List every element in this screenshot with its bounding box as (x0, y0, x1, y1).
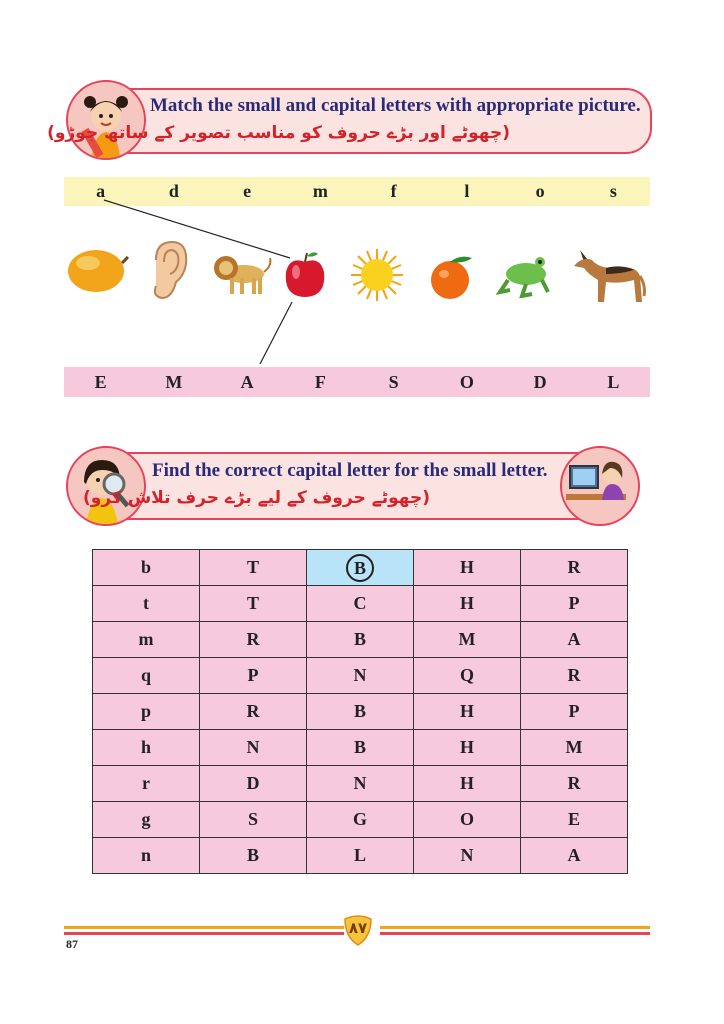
matching-lines (103, 199, 293, 365)
capital-letter-cell[interactable]: T (199, 585, 307, 622)
capital-letter[interactable]: M (165, 371, 183, 392)
capital-letter-cell[interactable]: A (520, 837, 628, 874)
small-letter[interactable]: e (243, 181, 252, 201)
capital-letter-cell[interactable]: H (413, 585, 521, 622)
mango-picture[interactable] (64, 245, 132, 295)
capital-letter-cell[interactable]: B (306, 621, 414, 658)
small-letter-cell[interactable]: t (92, 585, 200, 622)
small-letter-cell[interactable]: p (92, 693, 200, 730)
capital-letter[interactable]: D (533, 371, 547, 392)
ear-picture[interactable] (148, 240, 190, 302)
capital-letter-cell[interactable]: L (306, 837, 414, 874)
capital-letter-cell[interactable]: P (520, 693, 628, 730)
capital-letter-cell[interactable]: B (306, 693, 414, 730)
capital-letter-cell[interactable]: Q (413, 657, 521, 694)
capital-letter-cell[interactable]: R (199, 693, 307, 730)
small-letter-cell[interactable]: b (92, 549, 200, 586)
activity1-title: Match the small and capital letters with… (150, 95, 641, 116)
activity2-title: Find the correct capital letter for the … (152, 460, 548, 481)
capital-letter-cell[interactable]: T (199, 549, 307, 586)
capital-letter-cell[interactable]: B (199, 837, 307, 874)
capital-letters-strip: E M A F S O D L (64, 367, 650, 397)
capital-letter-cell[interactable]: G (306, 801, 414, 838)
dog-picture[interactable] (570, 246, 646, 304)
capital-letter-cell[interactable]: M (413, 621, 521, 658)
capital-letter-cell[interactable]: H (413, 729, 521, 766)
girl-computer-avatar (560, 446, 640, 526)
capital-letter-cell[interactable]: R (520, 657, 628, 694)
capital-letter-cell[interactable]: M (520, 729, 628, 766)
footer-line-right-2 (380, 932, 650, 935)
small-letter-cell[interactable]: r (92, 765, 200, 802)
capital-letter-cell[interactable]: P (199, 657, 307, 694)
footer-line-right (380, 926, 650, 929)
capital-letter[interactable]: E (94, 371, 107, 392)
apple-picture[interactable] (280, 250, 330, 300)
capital-letter-cell[interactable]: N (306, 657, 414, 694)
small-letter[interactable]: d (168, 181, 179, 201)
small-letters-strip: a d e m f l o s (64, 177, 650, 206)
capital-letter-cell[interactable]: C (306, 585, 414, 622)
capital-letter-cell[interactable]: H (413, 693, 521, 730)
footer-line-left-2 (64, 932, 344, 935)
capital-letter-cell[interactable]: R (520, 549, 628, 586)
small-letter[interactable]: f (390, 181, 397, 201)
small-letter[interactable]: s (609, 181, 617, 201)
capital-letter-cell[interactable]: E (520, 801, 628, 838)
capital-letter-cell[interactable]: R (520, 765, 628, 802)
page-badge-icon (344, 915, 372, 946)
small-letter[interactable]: l (464, 181, 470, 201)
capital-letter-cell[interactable]: B (306, 729, 414, 766)
small-letter-cell[interactable]: m (92, 621, 200, 658)
capital-letter-cell[interactable]: D (199, 765, 307, 802)
capital-letter[interactable]: S (388, 371, 399, 392)
activity1-urdu-title: (چھوٹے اور بڑے حروف کو مناسب تصویر کے سا… (47, 123, 510, 143)
circled-letter: B (346, 553, 374, 582)
urdu-page-number: ۸۷ (348, 919, 368, 937)
small-letter[interactable]: o (535, 181, 545, 201)
capital-letter-cell[interactable]: O (413, 801, 521, 838)
small-letter-cell[interactable]: h (92, 729, 200, 766)
page-number: 87 (66, 937, 78, 951)
small-letter-cell[interactable]: g (92, 801, 200, 838)
frog-picture[interactable] (496, 250, 556, 298)
capital-letter[interactable]: F (314, 371, 326, 392)
capital-letter[interactable]: L (607, 371, 620, 392)
capital-letter-cell[interactable]: H (413, 765, 521, 802)
small-letter-cell[interactable]: n (92, 837, 200, 874)
orange-picture[interactable] (424, 252, 480, 302)
activity1-banner (78, 88, 652, 154)
capital-letter-cell[interactable]: A (520, 621, 628, 658)
capital-letter-cell[interactable]: S (199, 801, 307, 838)
capital-letter[interactable]: O (459, 371, 474, 392)
lion-picture[interactable] (208, 250, 272, 298)
capital-letter-cell[interactable]: P (520, 585, 628, 622)
capital-letter[interactable]: A (240, 371, 254, 392)
small-letter-cell[interactable]: q (92, 657, 200, 694)
capital-letter-cell[interactable]: N (413, 837, 521, 874)
activity2-urdu-title: (چھوٹے حروف کے لیے بڑے حرف تلاش کرو) (83, 488, 430, 508)
capital-letter-cell[interactable]: N (306, 765, 414, 802)
girl-pencil-avatar (66, 80, 146, 160)
footer-line-left (64, 926, 344, 929)
capital-letter-cell[interactable]: R (199, 621, 307, 658)
capital-letter-cell[interactable]: H (413, 549, 521, 586)
small-letter[interactable]: m (312, 181, 328, 201)
activity2-banner (80, 452, 632, 520)
girl-magnifier-avatar (66, 446, 146, 526)
sun-picture[interactable] (349, 247, 405, 303)
small-letter[interactable]: a (96, 181, 106, 201)
capital-letter-cell[interactable]: N (199, 729, 307, 766)
circled-answer-cell[interactable]: B (306, 549, 414, 586)
